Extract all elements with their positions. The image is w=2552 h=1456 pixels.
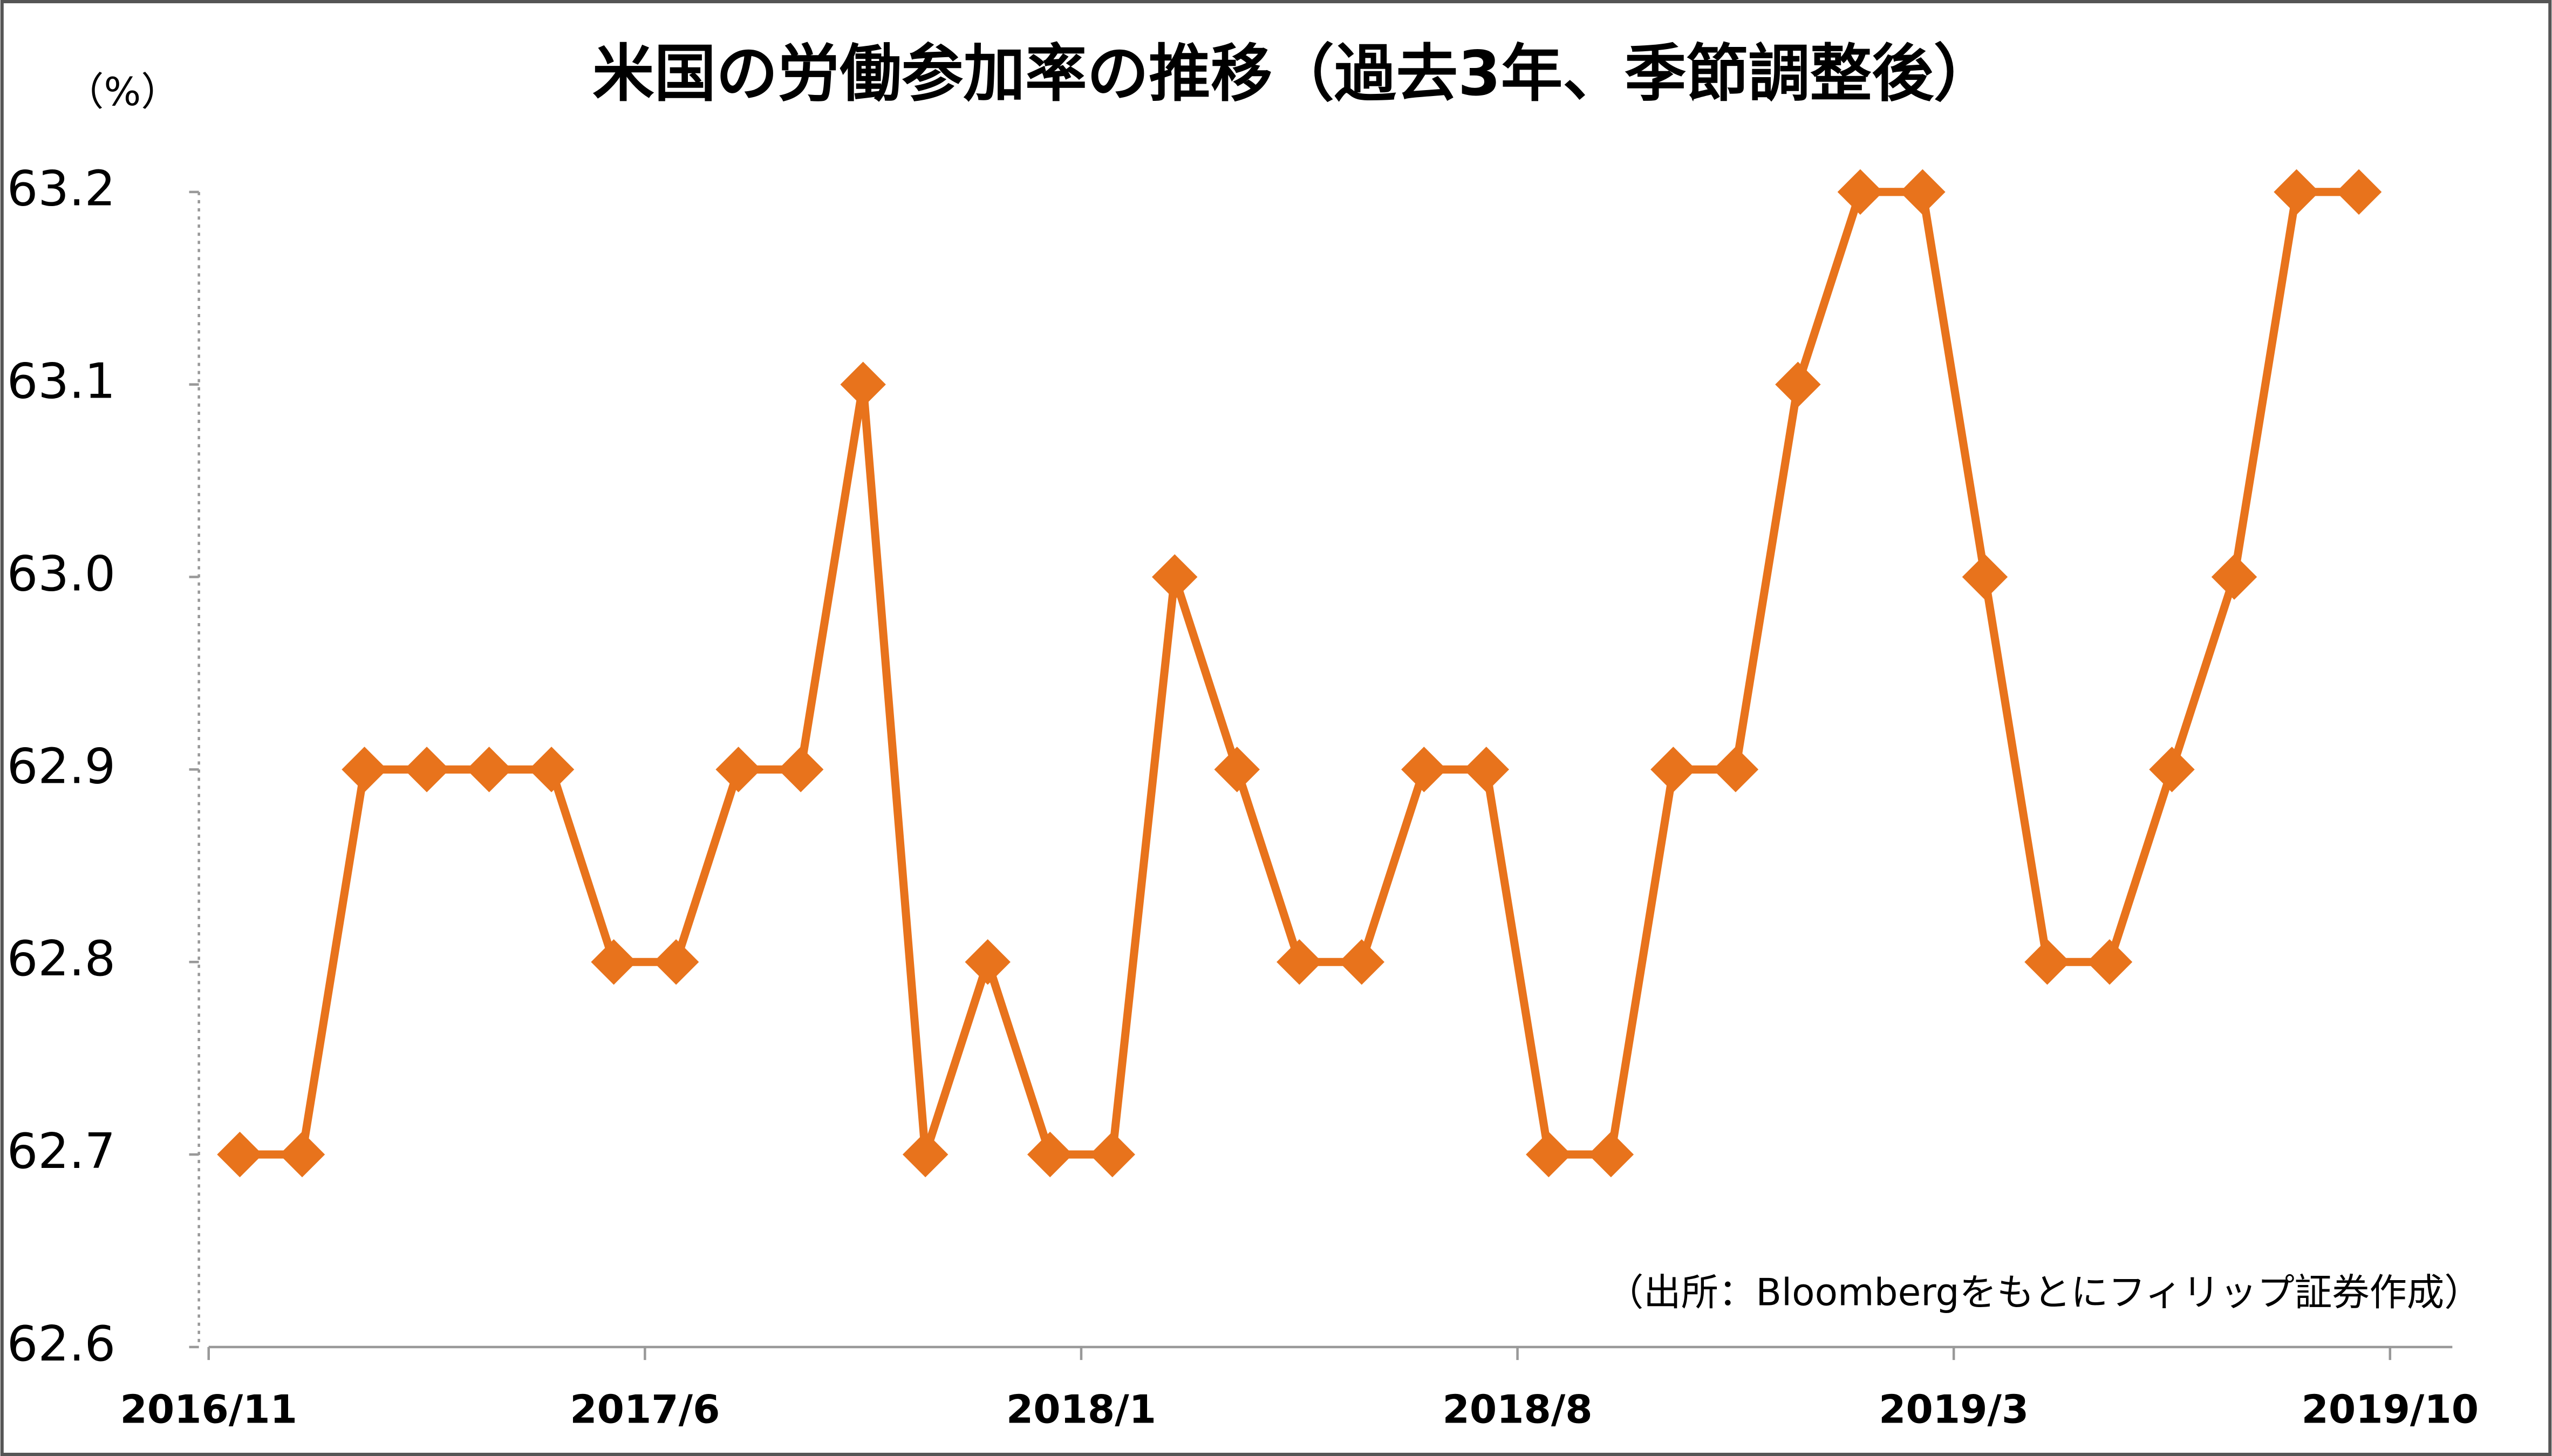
data-point [1277, 939, 1322, 985]
chart-title: 米国の労働参加率の推移（過去3年、季節調整後） [592, 38, 1995, 110]
y-axis-label: （%） [65, 70, 180, 115]
data-point [1027, 1131, 1073, 1178]
data-point [2211, 554, 2257, 600]
data-point [1712, 747, 1759, 792]
data-point [404, 747, 450, 792]
y-tick-label: 63.2 [7, 161, 115, 217]
data-point [715, 747, 761, 792]
data-point [279, 1131, 325, 1178]
source-note: （出所：Bloombergをもとにフィリップ証券作成） [1606, 1271, 2482, 1314]
data-point [1401, 747, 1447, 792]
x-tick-label: 2017/6 [570, 1387, 720, 1433]
data-point [591, 939, 637, 985]
x-tick-label: 2016/11 [120, 1387, 297, 1433]
y-tick-label: 63.1 [7, 353, 115, 410]
data-point [528, 747, 575, 792]
data-point [1962, 554, 2008, 600]
data-point [777, 747, 824, 792]
data-point [1775, 361, 1821, 407]
x-tick-label: 2019/10 [2302, 1387, 2479, 1433]
x-tick-label: 2018/8 [1442, 1387, 1592, 1433]
y-tick-label: 62.6 [7, 1316, 115, 1372]
data-point [902, 1131, 949, 1178]
data-point [965, 939, 1011, 985]
data-point [2024, 939, 2070, 985]
data-point [466, 747, 512, 792]
data-point [217, 1131, 263, 1178]
data-point [342, 747, 387, 792]
data-point [1152, 554, 1198, 600]
data-point [840, 361, 886, 407]
x-tick-label: 2019/3 [1879, 1387, 2029, 1433]
data-point [653, 939, 699, 985]
x-tick-label: 2018/1 [1006, 1387, 1156, 1433]
y-tick-label: 63.0 [7, 545, 115, 602]
y-tick-label: 62.8 [7, 931, 115, 987]
data-point [1650, 747, 1696, 792]
y-tick-label: 62.7 [7, 1123, 115, 1180]
y-tick-label: 62.9 [7, 738, 115, 795]
data-point [1526, 1131, 1572, 1178]
